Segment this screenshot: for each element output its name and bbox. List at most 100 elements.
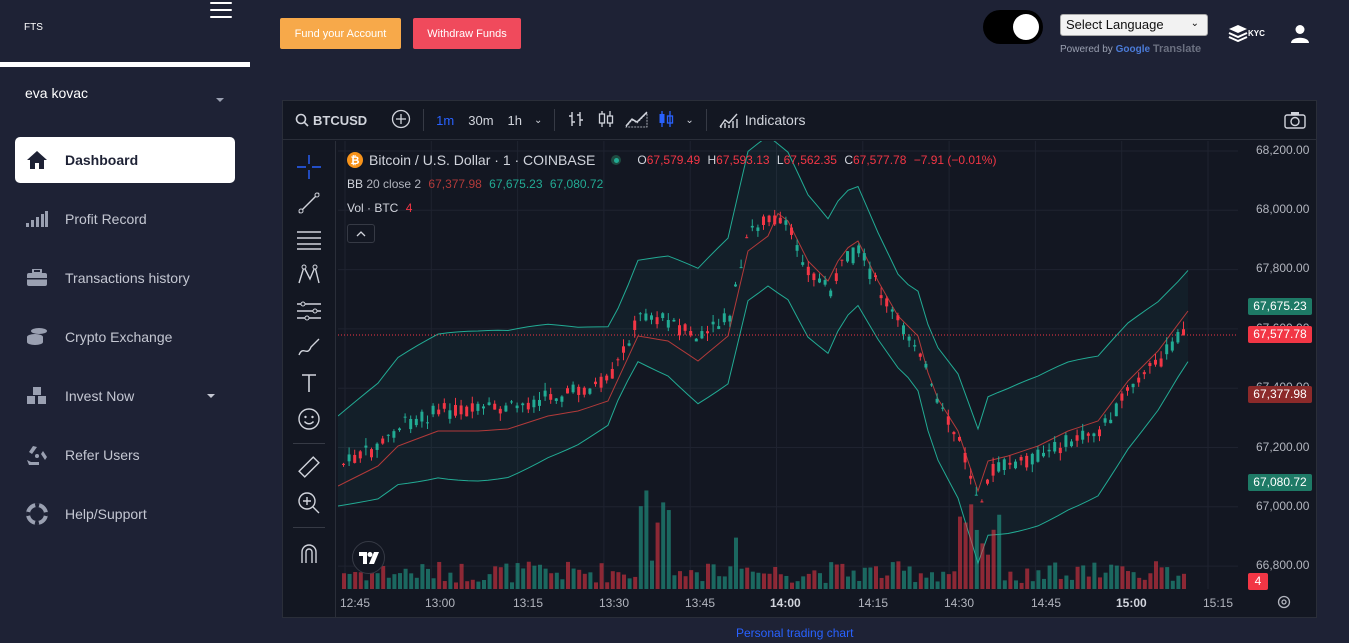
candle-body [1148,363,1152,367]
symbol-search[interactable]: BTCUSD [295,113,367,128]
volume-bar [857,580,862,589]
volume-bar [498,567,503,589]
search-icon [295,113,309,127]
sidebar-item-dashboard[interactable]: Dashboard [15,137,235,183]
interval-30m[interactable]: 30m [468,112,494,128]
candle-body [666,319,670,328]
volume-bar [879,577,884,589]
projection-icon[interactable] [297,299,321,323]
sidebar-item-crypto-exchange[interactable]: Crypto Exchange [15,314,235,360]
zoom-in-icon[interactable] [297,491,321,515]
candle-body [1064,435,1068,447]
volume-bar [459,563,464,589]
sidebar-item-label: Crypto Exchange [65,329,173,345]
chevron-down-icon[interactable] [216,98,224,102]
candle-body [997,462,1001,472]
volume-bar [1025,568,1030,589]
chart-caption[interactable]: Personal trading chart [736,626,854,640]
language-select[interactable]: Select Language ⌄ [1060,14,1208,36]
candle-body [638,313,642,315]
candle-body [1176,332,1180,343]
x-tick-label: 14:45 [1031,596,1062,610]
candle-body [538,399,541,406]
fund-account-button[interactable]: Fund your Account [280,18,401,49]
candle-body [1053,441,1057,452]
indicators-button[interactable]: Indicators [719,111,805,129]
tradingview-logo[interactable] [352,541,385,574]
volume-bar [655,522,660,589]
toolbar-divider [705,109,707,131]
sidebar-item-transactions-history[interactable]: Transactions history [15,255,235,301]
pattern-icon[interactable] [297,263,321,287]
volume-price-tag: 4 [1248,573,1268,590]
candle-body [930,384,933,386]
bb-basis-price-tag: 67,377.98 [1248,386,1312,403]
candle-body [347,454,351,462]
collapse-legend-button[interactable] [347,224,375,243]
candle-body [482,406,485,409]
volume-bar [650,560,654,589]
candle-body [784,220,788,225]
volume-bar [1165,567,1170,589]
text-icon[interactable] [297,371,321,395]
drawing-toolbar [283,141,336,617]
chevron-down-icon[interactable]: ⌄ [534,114,543,126]
emoji-icon[interactable] [297,407,321,431]
interval-1m[interactable]: 1m [436,112,455,128]
sidebar-item-help-support[interactable]: Help/Support [15,491,235,537]
sidebar-item-invest-now[interactable]: Invest Now [15,373,235,419]
volume-bar [1098,577,1102,589]
candle-body [801,262,805,265]
candle-body [924,363,928,368]
candle-body [353,454,357,463]
crosshair-icon[interactable] [297,155,321,179]
camera-icon[interactable] [1284,111,1306,132]
candle-body [879,295,883,299]
candle-body [795,245,799,251]
sidebar-item-refer-users[interactable]: Refer Users [15,432,235,478]
menu-icon[interactable] [210,2,232,22]
translate-link[interactable]: Translate [1152,43,1202,55]
magnet-icon[interactable] [297,541,321,565]
bb-basis-line [338,212,1189,493]
fib-lines-icon[interactable] [297,227,321,251]
volume-bar [806,573,811,589]
compare-plus-icon[interactable] [391,109,411,132]
ruler-icon[interactable] [297,455,321,479]
volume-bar [442,581,447,589]
kyc-link[interactable]: KYC [1228,24,1265,42]
candle-body [941,407,945,409]
candle-body [358,451,362,459]
candle-body [515,405,519,409]
user-name[interactable]: eva kovac [25,85,89,101]
candle-body [409,418,413,430]
candle-body [375,443,379,450]
candle-body [739,267,743,269]
volume-bar [582,573,587,589]
settings-icon[interactable] [1277,595,1291,614]
volume-bar [487,574,492,589]
candle-style-icon[interactable] [597,110,615,131]
candle-body [974,494,978,496]
bar-style-icon[interactable] [567,110,585,131]
interval-1h[interactable]: 1h [507,112,522,128]
chevron-down-icon[interactable]: ⌄ [685,114,694,126]
chart-toolbar: BTCUSD 1m 30m 1h ⌄ ⌄ Indicators [283,101,1316,140]
x-tick-label: 14:30 [944,596,975,610]
bb-lower-price-tag: 67,080.72 [1248,474,1312,491]
sidebar-item-profit-record[interactable]: Profit Record [15,196,235,242]
heikin-ashi-icon[interactable] [657,110,675,131]
trend-line-icon[interactable] [297,191,321,215]
coins-icon [26,326,48,348]
user-icon[interactable] [1290,24,1310,49]
sidebar-divider [0,62,250,67]
withdraw-funds-button[interactable]: Withdraw Funds [413,18,521,49]
volume-bar [465,581,470,589]
area-style-icon[interactable] [625,110,649,131]
volume-bar [980,543,985,589]
brush-icon[interactable] [297,335,321,359]
volume-bar [409,573,414,589]
candle-body [1092,433,1096,437]
price-chart[interactable] [338,141,1238,617]
theme-toggle[interactable] [983,10,1043,44]
